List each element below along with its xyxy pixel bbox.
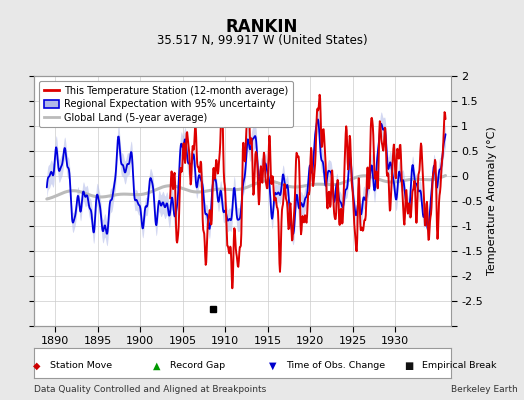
Text: ◆: ◆ (33, 361, 40, 371)
Y-axis label: Temperature Anomaly (°C): Temperature Anomaly (°C) (487, 127, 497, 275)
Legend: This Temperature Station (12-month average), Regional Expectation with 95% uncer: This Temperature Station (12-month avera… (39, 81, 293, 127)
Text: Berkeley Earth: Berkeley Earth (451, 386, 517, 394)
Text: Empirical Break: Empirical Break (422, 362, 496, 370)
Text: Time of Obs. Change: Time of Obs. Change (286, 362, 385, 370)
Text: 35.517 N, 99.917 W (United States): 35.517 N, 99.917 W (United States) (157, 34, 367, 47)
Text: RANKIN: RANKIN (226, 18, 298, 36)
Text: ▼: ▼ (269, 361, 276, 371)
Text: Station Move: Station Move (50, 362, 112, 370)
Text: Record Gap: Record Gap (170, 362, 225, 370)
Text: ■: ■ (404, 361, 413, 371)
Text: ▲: ▲ (154, 361, 161, 371)
Text: Data Quality Controlled and Aligned at Breakpoints: Data Quality Controlled and Aligned at B… (34, 386, 266, 394)
